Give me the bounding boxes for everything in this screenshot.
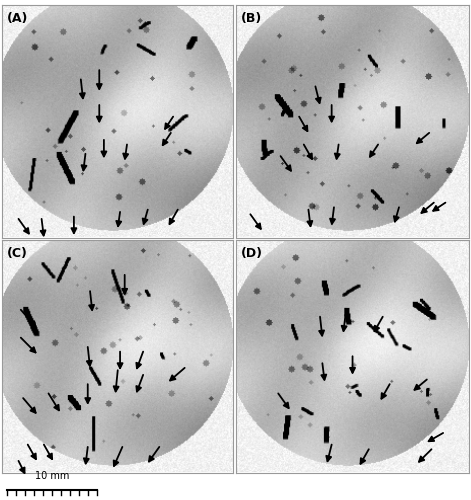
Text: (A): (A) [7,12,28,25]
Text: (D): (D) [241,247,263,260]
Text: (C): (C) [7,247,28,260]
Text: 10 mm: 10 mm [35,471,69,481]
Text: (B): (B) [241,12,262,25]
